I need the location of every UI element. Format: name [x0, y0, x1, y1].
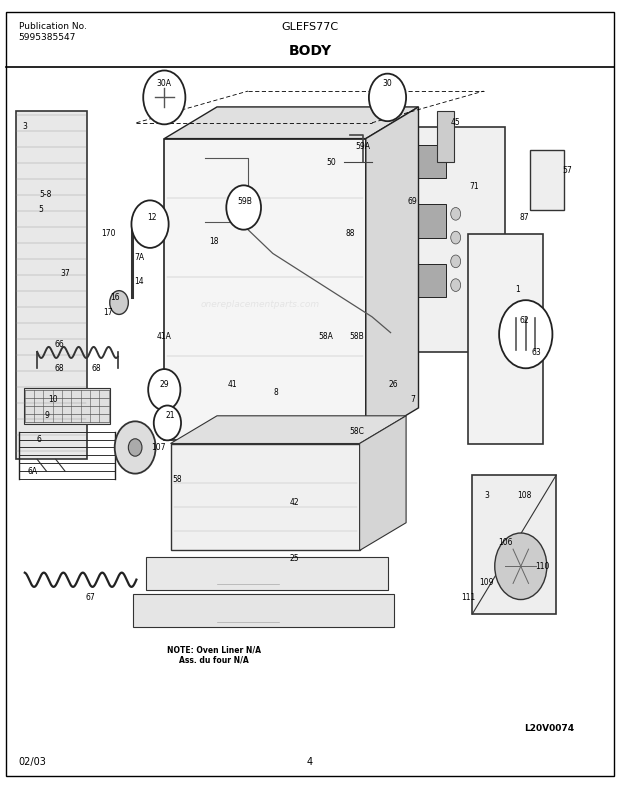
- Text: 109: 109: [479, 577, 494, 587]
- Text: BODY: BODY: [288, 44, 332, 59]
- Text: 4: 4: [307, 756, 313, 767]
- Text: 87: 87: [519, 213, 529, 223]
- Bar: [16, 111, 87, 459]
- Circle shape: [128, 439, 142, 456]
- Text: 14: 14: [135, 276, 144, 286]
- Circle shape: [451, 208, 461, 220]
- Text: 41A: 41A: [157, 332, 172, 341]
- Text: 42: 42: [290, 498, 299, 508]
- Text: 59A: 59A: [355, 142, 370, 151]
- Bar: [369, 127, 505, 352]
- Polygon shape: [164, 107, 418, 139]
- Circle shape: [115, 421, 156, 474]
- Text: 5-8: 5-8: [39, 189, 51, 199]
- Text: 66: 66: [54, 340, 64, 349]
- Bar: [412, 204, 446, 238]
- Bar: [530, 150, 564, 210]
- Bar: [412, 264, 446, 297]
- Text: 110: 110: [535, 562, 550, 571]
- Text: 59B: 59B: [237, 197, 252, 207]
- Text: 50: 50: [327, 158, 337, 167]
- Text: 67: 67: [85, 593, 95, 603]
- Text: 3: 3: [22, 122, 27, 131]
- Text: 41: 41: [228, 379, 237, 389]
- Text: 71: 71: [469, 181, 479, 191]
- Text: 02/03: 02/03: [19, 756, 46, 767]
- Text: 7: 7: [410, 395, 415, 405]
- Circle shape: [369, 74, 406, 121]
- Text: 16: 16: [110, 292, 120, 302]
- Bar: [468, 234, 542, 444]
- Text: 69: 69: [407, 197, 417, 207]
- Text: 58B: 58B: [349, 332, 364, 341]
- Text: 29: 29: [159, 379, 169, 389]
- Text: 58: 58: [172, 474, 182, 484]
- Bar: [378, 145, 406, 178]
- Text: L20V0074: L20V0074: [524, 724, 574, 733]
- Text: 58C: 58C: [349, 427, 364, 436]
- Text: 9: 9: [44, 411, 49, 421]
- Text: 108: 108: [516, 490, 531, 500]
- Text: Publication No.: Publication No.: [19, 22, 86, 31]
- Text: 21: 21: [166, 411, 175, 421]
- Circle shape: [495, 533, 547, 600]
- Circle shape: [131, 200, 169, 248]
- Text: 30A: 30A: [157, 78, 172, 88]
- Text: NOTE: Oven Liner N/A
Ass. du four N/A: NOTE: Oven Liner N/A Ass. du four N/A: [167, 645, 261, 664]
- Text: 30: 30: [383, 78, 392, 88]
- Text: 106: 106: [498, 538, 513, 547]
- Text: 63: 63: [531, 348, 541, 357]
- Bar: [412, 145, 446, 178]
- Text: 5995385547: 5995385547: [19, 33, 76, 42]
- Text: onereplacementparts.com: onereplacementparts.com: [201, 300, 320, 310]
- Circle shape: [451, 255, 461, 268]
- Bar: [378, 264, 406, 297]
- Text: 6A: 6A: [27, 466, 37, 476]
- Text: 57: 57: [562, 166, 572, 175]
- Circle shape: [226, 185, 261, 230]
- Text: 58A: 58A: [318, 332, 333, 341]
- Bar: [472, 475, 556, 614]
- Bar: [164, 139, 366, 440]
- Bar: [24, 388, 110, 424]
- Circle shape: [143, 70, 185, 124]
- Bar: [146, 557, 388, 590]
- Text: 17: 17: [104, 308, 113, 318]
- Text: 18: 18: [209, 237, 219, 246]
- Text: GLEFS77C: GLEFS77C: [281, 22, 339, 32]
- Text: 88: 88: [345, 229, 355, 238]
- Text: 37: 37: [60, 268, 70, 278]
- Text: 111: 111: [461, 593, 475, 603]
- Polygon shape: [366, 107, 418, 440]
- Text: 8: 8: [273, 387, 278, 397]
- Circle shape: [148, 369, 180, 410]
- Text: 26: 26: [389, 379, 399, 389]
- Text: 170: 170: [101, 229, 116, 238]
- Text: 45: 45: [451, 118, 461, 128]
- Polygon shape: [360, 416, 406, 550]
- Bar: [133, 594, 394, 627]
- Text: 3: 3: [484, 490, 489, 500]
- Circle shape: [110, 291, 128, 314]
- Text: 10: 10: [48, 395, 58, 405]
- Text: 68: 68: [91, 364, 101, 373]
- Bar: [437, 111, 454, 162]
- Text: 62: 62: [519, 316, 529, 326]
- Text: 25: 25: [290, 554, 299, 563]
- Text: 12: 12: [147, 213, 157, 223]
- Text: 7A: 7A: [135, 253, 144, 262]
- Text: 107: 107: [151, 443, 166, 452]
- Circle shape: [451, 231, 461, 244]
- Bar: [170, 444, 360, 550]
- Polygon shape: [170, 416, 406, 444]
- Text: 5: 5: [38, 205, 43, 215]
- Circle shape: [451, 279, 461, 291]
- Circle shape: [154, 406, 181, 440]
- Text: 1: 1: [515, 284, 520, 294]
- Circle shape: [499, 300, 552, 368]
- Bar: [378, 204, 406, 238]
- Text: 68: 68: [54, 364, 64, 373]
- Text: 6: 6: [36, 435, 41, 444]
